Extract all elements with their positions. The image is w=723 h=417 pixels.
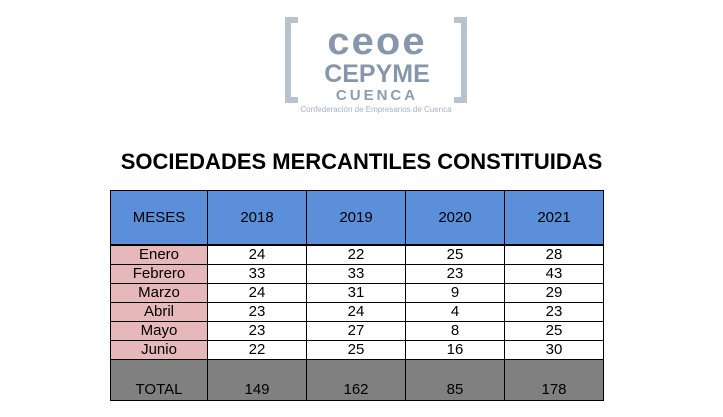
header-year-cell: 2020 — [405, 190, 505, 245]
table-row: Febrero 33 33 23 43 — [110, 264, 604, 284]
value-cell: 27 — [306, 321, 406, 341]
value-cell: 28 — [504, 245, 604, 265]
sociedades-table: MESES 2018 2019 2020 2021 Enero 24 22 25 28 F… — [110, 190, 604, 401]
value-cell: 23 — [405, 264, 505, 284]
logo-subtitle: Confederación de Empresarios de Cuenca — [300, 105, 452, 114]
header-year-cell: 2021 — [504, 190, 604, 245]
value-cell: 8 — [405, 321, 505, 341]
header-year-cell: 2019 — [306, 190, 406, 245]
total-row: TOTAL 149 162 85 178 — [110, 359, 604, 401]
value-cell: 23 — [207, 302, 307, 322]
header-label-cell: MESES — [110, 190, 208, 245]
value-cell: 23 — [207, 321, 307, 341]
value-cell: 25 — [504, 321, 604, 341]
month-label-cell: Junio — [110, 340, 208, 360]
logo-cuenca-text: CUENCA — [335, 87, 419, 104]
total-value-cell: 149 — [207, 359, 307, 401]
total-label-cell: TOTAL — [110, 359, 208, 401]
month-label-cell: Enero — [110, 245, 208, 265]
month-label-cell: Febrero — [110, 264, 208, 284]
value-cell: 9 — [405, 283, 505, 303]
month-label-cell: Abril — [110, 302, 208, 322]
value-cell: 33 — [207, 264, 307, 284]
value-cell: 4 — [405, 302, 505, 322]
value-cell: 24 — [207, 283, 307, 303]
table-header-row: MESES 2018 2019 2020 2021 — [110, 190, 604, 245]
table-title: SOCIEDADES MERCANTILES CONSTITUIDAS — [120, 149, 603, 174]
value-cell: 23 — [504, 302, 604, 322]
value-cell: 16 — [405, 340, 505, 360]
value-cell: 22 — [207, 340, 307, 360]
table-row: Mayo 23 27 8 25 — [110, 321, 604, 341]
table-row: Abril 23 24 4 23 — [110, 302, 604, 322]
value-cell: 31 — [306, 283, 406, 303]
value-cell: 24 — [207, 245, 307, 265]
value-cell: 30 — [504, 340, 604, 360]
month-label-cell: Mayo — [110, 321, 208, 341]
total-value-cell: 162 — [306, 359, 406, 401]
value-cell: 24 — [306, 302, 406, 322]
total-value-cell: 178 — [504, 359, 604, 401]
value-cell: 25 — [306, 340, 406, 360]
ceoe-cepyme-logo: ceoe CEPYME CUENCA Confederación de Empr… — [284, 16, 468, 116]
table-row: Marzo 24 31 9 29 — [110, 283, 604, 303]
table-row: Junio 22 25 16 30 — [110, 340, 604, 360]
month-label-cell: Marzo — [110, 283, 208, 303]
value-cell: 29 — [504, 283, 604, 303]
value-cell: 25 — [405, 245, 505, 265]
value-cell: 33 — [306, 264, 406, 284]
value-cell: 43 — [504, 264, 604, 284]
total-value-cell: 85 — [405, 359, 505, 401]
logo-frame — [285, 17, 467, 103]
logo-cepyme-text: CEPYME — [324, 60, 430, 88]
logo-ceoe-text: ceoe — [327, 21, 427, 63]
value-cell: 22 — [306, 245, 406, 265]
header-year-cell: 2018 — [207, 190, 307, 245]
table-row: Enero 24 22 25 28 — [110, 245, 604, 265]
